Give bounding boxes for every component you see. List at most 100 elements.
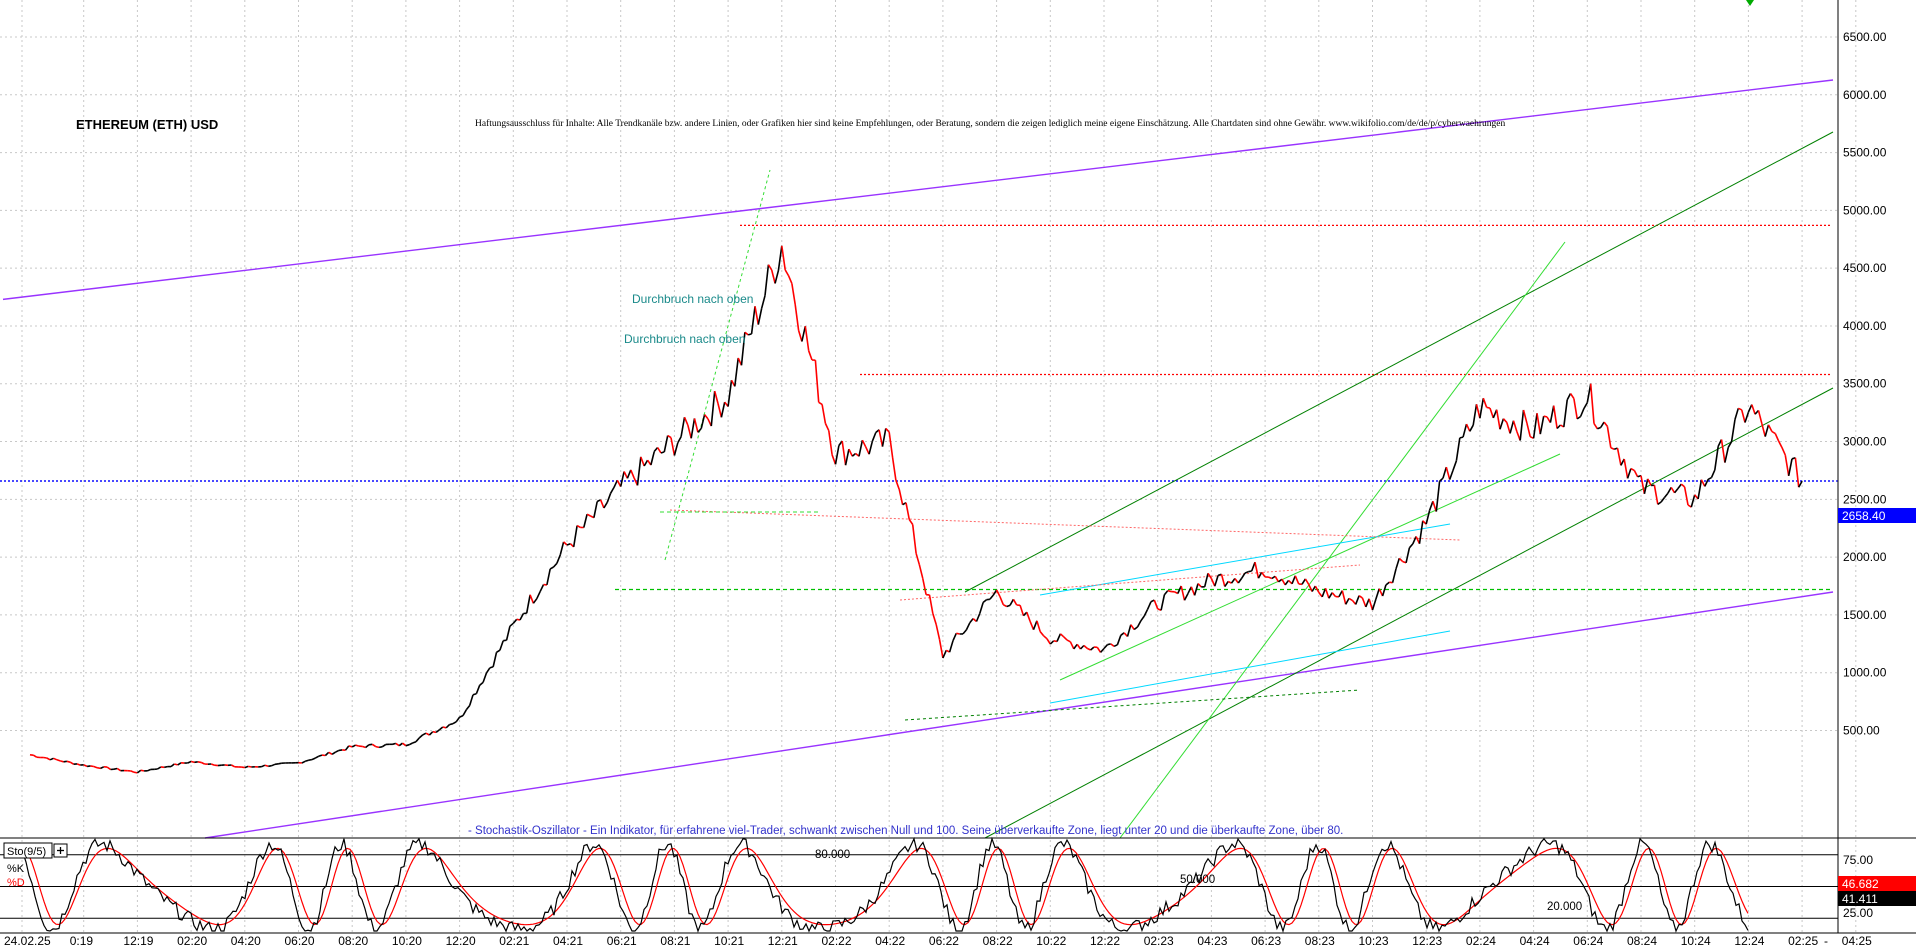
price-segment: [710, 391, 716, 427]
price-segment: [1183, 593, 1189, 601]
price-segment: [1710, 469, 1716, 478]
price-segment: [1737, 407, 1743, 411]
price-segment: [1160, 594, 1166, 611]
price-segment: [1630, 467, 1635, 472]
price-segment: [744, 331, 749, 336]
current-price-box: [1838, 508, 1916, 523]
price-segment: [1230, 578, 1236, 584]
price-segment: [969, 618, 974, 624]
price-segment: [1207, 572, 1213, 579]
price-segment: [174, 763, 178, 766]
price-segment: [1056, 633, 1062, 642]
price-segment: [619, 471, 625, 487]
price-segment: [475, 684, 481, 694]
stochastic-d-value: 46.682: [1842, 877, 1879, 891]
price-segment: [532, 598, 538, 604]
price-segment: [1495, 409, 1501, 430]
price-segment: [1597, 426, 1601, 430]
price-segment: [1499, 418, 1505, 430]
price-segment: [1462, 423, 1468, 438]
date-tick-label: 10:20: [392, 934, 422, 948]
price-segment: [1314, 585, 1320, 593]
price-segment: [975, 613, 981, 622]
price-segment: [1660, 497, 1666, 503]
price-segment: [683, 416, 689, 426]
price-tick-label: 2000.00: [1843, 550, 1887, 564]
price-segment: [301, 760, 306, 764]
price-segment: [922, 578, 927, 595]
price-segment: [606, 493, 612, 503]
price-segment: [734, 357, 739, 387]
date-tick-label: 06:23: [1251, 934, 1281, 948]
top-marker-icon: [1746, 0, 1754, 6]
price-segment: [1234, 578, 1239, 584]
price-segment: [680, 417, 686, 437]
date-tick-label: 12:24: [1734, 934, 1764, 948]
price-segment: [1640, 475, 1646, 494]
price-segment: [1244, 570, 1249, 574]
price-segment: [1747, 404, 1753, 413]
price-segment: [932, 613, 937, 625]
price-segment: [1395, 558, 1401, 570]
price-segment: [1502, 418, 1508, 423]
price-segment: [1579, 408, 1585, 417]
price-segment: [1700, 479, 1706, 487]
stochastic-label: Sto(9/5): [7, 846, 46, 858]
price-segment: [754, 306, 760, 325]
price-segment: [1214, 575, 1219, 587]
price-segment: [1254, 562, 1260, 579]
price-segment: [687, 424, 692, 439]
price-segment: [801, 326, 807, 342]
price-segment: [1556, 424, 1562, 430]
chart-title: ETHEREUM (ETH) USD: [76, 117, 218, 132]
disclaimer-text: Haftungsausschluss für Inhalte: Alle Tre…: [475, 118, 1506, 129]
price-segment: [1657, 501, 1662, 506]
price-segment: [425, 732, 430, 736]
price-segment: [398, 742, 403, 747]
price-segment: [194, 761, 198, 764]
price-segment: [1425, 510, 1431, 525]
price-segment: [720, 401, 726, 418]
price-segment: [1445, 466, 1451, 480]
price-segment: [468, 694, 474, 706]
price-segment: [1482, 397, 1488, 408]
price-segment: [1107, 643, 1111, 646]
price-segment: [1190, 586, 1196, 596]
price-segment: [1526, 422, 1531, 437]
trendline: [1049, 630, 1451, 704]
price-segment: [86, 765, 91, 768]
price-segment: [818, 401, 823, 406]
price-segment: [1798, 480, 1803, 488]
price-segment: [713, 390, 719, 404]
price-segment: [59, 760, 64, 763]
price-segment: [717, 403, 723, 418]
price-segment: [489, 666, 494, 669]
price-segment: [210, 763, 215, 766]
price-segment: [593, 501, 598, 518]
price-segment: [1646, 478, 1652, 486]
price-segment: [268, 764, 272, 768]
price-segment: [576, 524, 581, 529]
price-segment: [318, 754, 323, 758]
price-segment: [787, 275, 793, 284]
price-segment: [989, 594, 994, 600]
price-segment: [1331, 592, 1337, 598]
price-segment: [32, 754, 38, 758]
price-segment: [1019, 605, 1025, 616]
price-segment: [1519, 409, 1525, 441]
price-segment: [663, 435, 669, 453]
price-segment: [449, 722, 454, 726]
price-segment: [405, 743, 410, 747]
price-segment: [1250, 561, 1256, 572]
price-segment: [371, 743, 377, 748]
price-segment: [1767, 424, 1773, 432]
price-segment: [1220, 573, 1226, 587]
price-segment: [1764, 424, 1770, 437]
stoch-d-line: [19, 847, 1749, 926]
price-segment: [1448, 470, 1454, 480]
price-segment: [1727, 441, 1733, 448]
price-segment: [999, 596, 1005, 606]
price-segment: [1146, 601, 1152, 610]
price-segment: [435, 729, 440, 734]
